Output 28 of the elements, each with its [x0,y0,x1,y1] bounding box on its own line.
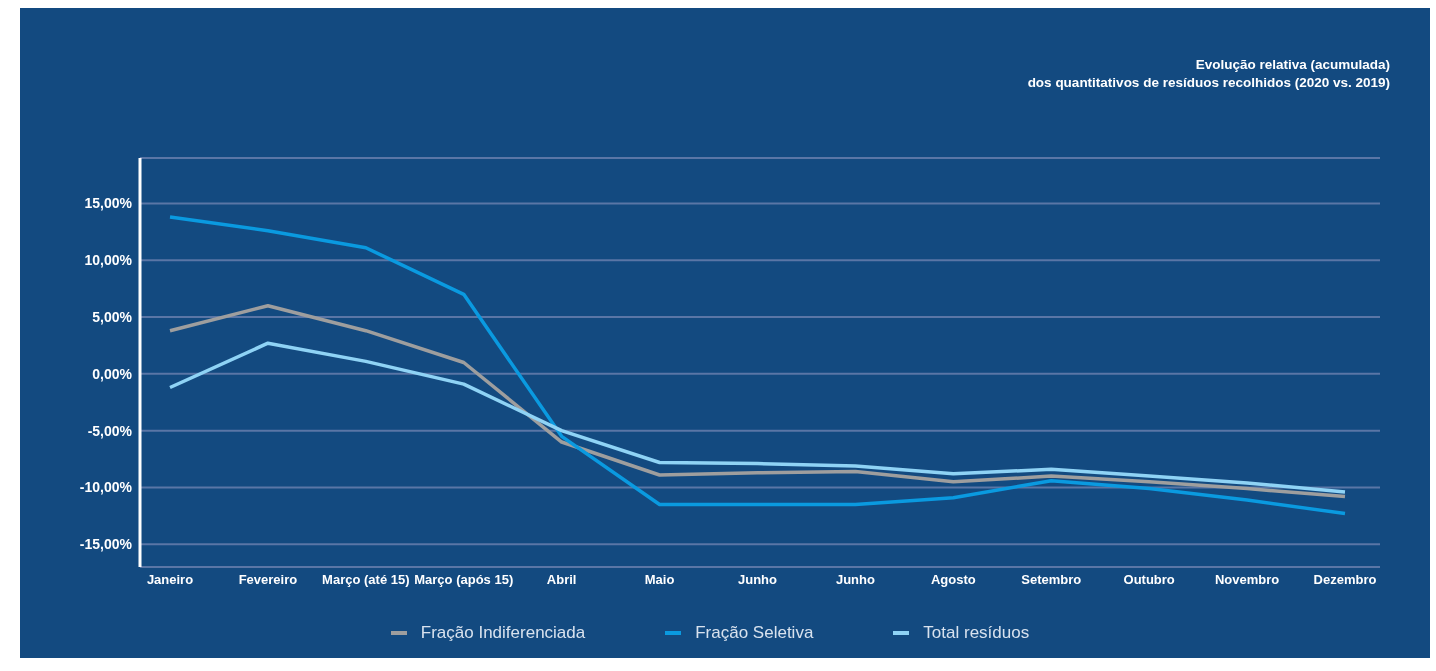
y-tick-label: -5,00% [87,422,133,439]
legend-label: Total resíduos [923,623,1030,643]
line-series [168,341,1347,494]
x-tick-label: Novembro [1214,572,1280,588]
x-tick-label: Dezembro [1313,572,1377,588]
legend-label: Fração Indiferenciada [420,623,586,643]
x-tick-label: Junho [835,572,875,588]
chart-subtitle: dos quantitativos de resíduos recolhidos (2020 vs. 2019) [1027,74,1390,92]
x-tick-label: Março (após 15) [414,572,514,588]
x-tick-label: Setembro [1021,572,1082,588]
y-tick-label: -10,00% [79,479,133,496]
x-tick-label: Abril [546,572,577,588]
x-tick-label: Junho [738,572,778,588]
y-tick-label: 0,00% [92,365,133,382]
y-tick-label: 15,00% [84,195,133,212]
line-series [168,303,1347,499]
y-tick-label: -15,00% [79,536,133,553]
x-tick-label: Maio [644,572,675,588]
x-tick-label: Outubro [1123,572,1175,588]
chart-title: Evolução relativa (acumulada) [1194,56,1390,74]
x-tick-label: Janeiro [146,572,194,588]
x-tick-label: Agosto [930,572,976,588]
legend-label: Fração Seletiva [695,623,814,643]
line-series [168,215,1347,516]
y-tick-label: 5,00% [92,309,133,326]
x-tick-label: Março (até 15) [322,572,410,588]
y-tick-label: 10,00% [84,252,133,269]
x-tick-label: Fevereiro [238,572,298,588]
